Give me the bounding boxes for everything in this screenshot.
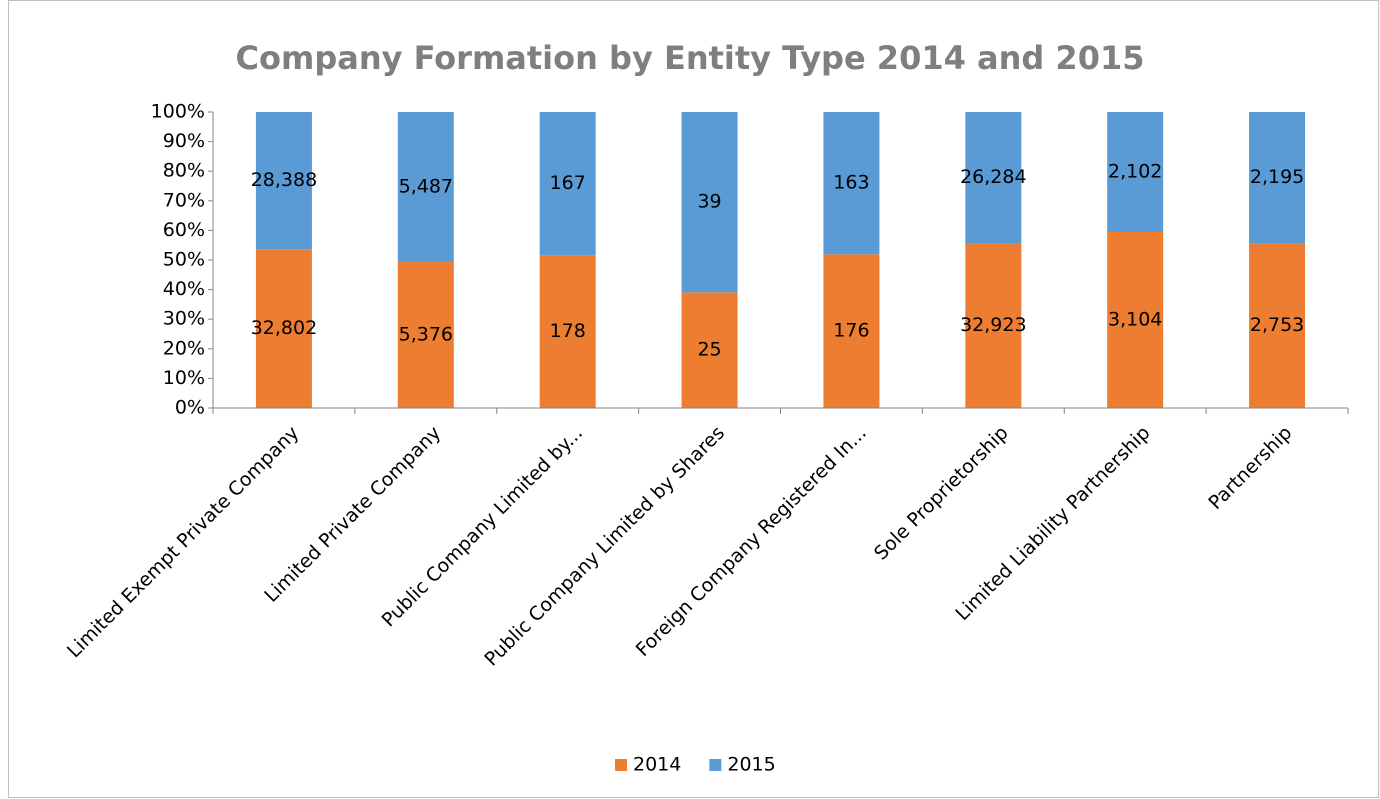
chart-title: Company Formation by Entity Type 2014 an… bbox=[236, 39, 1145, 77]
legend-swatch bbox=[615, 759, 627, 771]
y-tick-label: 50% bbox=[163, 249, 205, 271]
bar-segment bbox=[965, 243, 1022, 408]
bar-segment bbox=[823, 112, 880, 255]
value-label: 28,388 bbox=[251, 169, 317, 191]
x-tick-label: Sole Proprietorship bbox=[870, 422, 1013, 565]
y-tick-label: 10% bbox=[163, 367, 205, 389]
x-tick-label: Foreign Company Registered In... bbox=[632, 422, 871, 661]
bar-segment bbox=[255, 112, 312, 250]
y-tick-label: 80% bbox=[163, 160, 205, 182]
value-label: 32,923 bbox=[960, 314, 1026, 336]
value-label: 2,753 bbox=[1250, 314, 1304, 336]
x-tick-label: Limited Exempt Private Company bbox=[63, 422, 303, 662]
y-tick-label: 40% bbox=[163, 278, 205, 300]
value-label: 26,284 bbox=[960, 166, 1026, 188]
bar-segment bbox=[1107, 231, 1164, 408]
value-label: 176 bbox=[833, 320, 869, 342]
bar-segment bbox=[1107, 112, 1164, 232]
bar-segment bbox=[539, 255, 596, 408]
value-label: 32,802 bbox=[251, 317, 317, 339]
x-tick-label: Partnership bbox=[1204, 422, 1296, 514]
y-tick-label: 100% bbox=[151, 101, 205, 123]
bar-segment bbox=[965, 112, 1022, 244]
bar-segment bbox=[681, 112, 738, 293]
bar-segment bbox=[397, 112, 454, 262]
value-label: 167 bbox=[550, 172, 586, 194]
x-tick-label: Public Company Limited by Shares bbox=[480, 422, 729, 671]
bar-segment bbox=[397, 261, 454, 408]
bar-segment bbox=[1249, 243, 1306, 408]
value-label: 178 bbox=[550, 320, 586, 342]
value-label: 5,487 bbox=[399, 175, 453, 197]
value-label: 25 bbox=[697, 339, 721, 361]
bar-segment bbox=[1249, 112, 1306, 244]
value-label: 5,376 bbox=[399, 323, 453, 345]
y-tick-label: 90% bbox=[163, 130, 205, 152]
legend-swatch bbox=[709, 759, 722, 771]
bar-segment bbox=[255, 249, 312, 408]
bar-segment bbox=[539, 112, 596, 256]
legend-label: 2015 bbox=[727, 754, 775, 776]
value-label: 163 bbox=[833, 172, 869, 194]
value-label: 3,104 bbox=[1108, 308, 1162, 330]
y-tick-label: 30% bbox=[163, 308, 205, 330]
value-label: 2,102 bbox=[1108, 160, 1162, 182]
legend-label: 2014 bbox=[633, 754, 681, 776]
bar-segment bbox=[823, 254, 880, 408]
y-tick-label: 0% bbox=[175, 397, 205, 419]
y-tick-label: 60% bbox=[163, 219, 205, 241]
y-tick-label: 70% bbox=[163, 189, 205, 211]
bar-segment bbox=[681, 292, 738, 408]
value-label: 2,195 bbox=[1250, 166, 1304, 188]
value-label: 39 bbox=[697, 191, 721, 213]
chart-frame bbox=[8, 0, 1379, 798]
y-tick-label: 20% bbox=[163, 337, 205, 359]
